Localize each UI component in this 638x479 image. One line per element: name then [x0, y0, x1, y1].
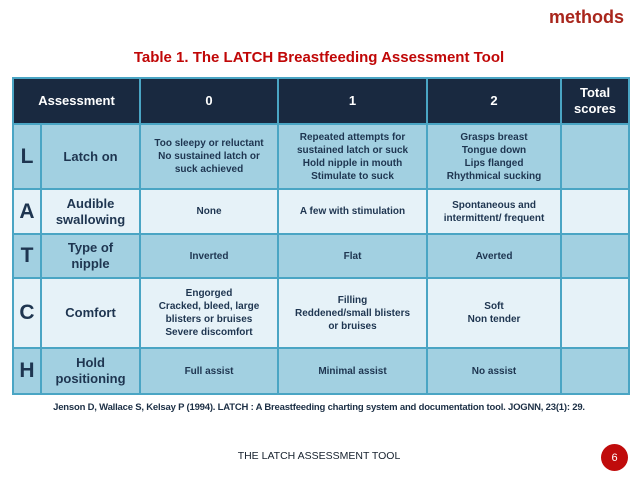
row-letter-cell: L: [12, 123, 42, 190]
score-0-cell: Engorged Cracked, bleed, large blisters …: [139, 277, 280, 349]
header-total-scores: Total scores: [560, 77, 631, 125]
row-letter-cell: T: [12, 233, 42, 279]
score-2-cell: Averted: [426, 233, 563, 279]
header-score-1: 1: [277, 77, 429, 125]
page-title: Table 1. The LATCH Breastfeeding Assessm…: [133, 49, 505, 66]
header-assessment: Assessment: [11, 77, 142, 125]
score-2-cell: Grasps breast Tongue down Lips flanged R…: [426, 123, 563, 190]
header-score-0: 0: [139, 77, 280, 125]
score-0-cell: None: [139, 188, 280, 235]
table-row-type-of-nipple: T Type of nipple Inverted Flat Averted: [12, 233, 631, 279]
page-number: 6: [611, 451, 618, 464]
footer-title: THE LATCH ASSESSMENT TOOL: [237, 450, 401, 462]
score-1-cell: Filling Reddened/small blisters or bruis…: [277, 277, 429, 349]
section-label: methods: [548, 7, 624, 27]
total-scores-cell: [560, 347, 631, 395]
total-scores-cell: [560, 277, 631, 349]
row-name-cell: Type of nipple: [39, 233, 142, 279]
header-score-2: 2: [426, 77, 563, 125]
page-number-badge: 6: [601, 444, 628, 471]
table-row-hold-positioning: H Hold positioning Full assist Minimal a…: [12, 347, 631, 395]
row-name-cell: Hold positioning: [39, 347, 142, 395]
score-2-cell: Spontaneous and intermittent/ frequent: [426, 188, 563, 235]
score-1-cell: Repeated attempts for sustained latch or…: [277, 123, 429, 190]
row-letter-cell: A: [12, 188, 42, 235]
score-0-cell: Inverted: [139, 233, 280, 279]
score-2-cell: Soft Non tender: [426, 277, 563, 349]
row-name-cell: Comfort: [39, 277, 142, 349]
citation-text: Jenson D, Wallace S, Kelsay P (1994). LA…: [53, 402, 585, 413]
table-row-audible-swallowing: A Audible swallowing None A few with sti…: [12, 188, 631, 235]
row-name-cell: Latch on: [39, 123, 142, 190]
latch-assessment-table: Assessment 0 1 2 Total scores L Latch on…: [11, 77, 631, 395]
total-scores-cell: [560, 188, 631, 235]
score-2-cell: No assist: [426, 347, 563, 395]
table-row-comfort: C Comfort Engorged Cracked, bleed, large…: [12, 277, 631, 349]
total-scores-cell: [560, 123, 631, 190]
total-scores-cell: [560, 233, 631, 279]
score-1-cell: Minimal assist: [277, 347, 429, 395]
row-letter-cell: C: [12, 277, 42, 349]
table-header-row: Assessment 0 1 2 Total scores: [11, 77, 631, 125]
score-1-cell: Flat: [277, 233, 429, 279]
score-0-cell: Full assist: [139, 347, 280, 395]
table-row-latch-on: L Latch on Too sleepy or reluctant No su…: [12, 123, 631, 190]
score-1-cell: A few with stimulation: [277, 188, 429, 235]
row-name-cell: Audible swallowing: [39, 188, 142, 235]
row-letter-cell: H: [12, 347, 42, 395]
score-0-cell: Too sleepy or reluctant No sustained lat…: [139, 123, 280, 190]
